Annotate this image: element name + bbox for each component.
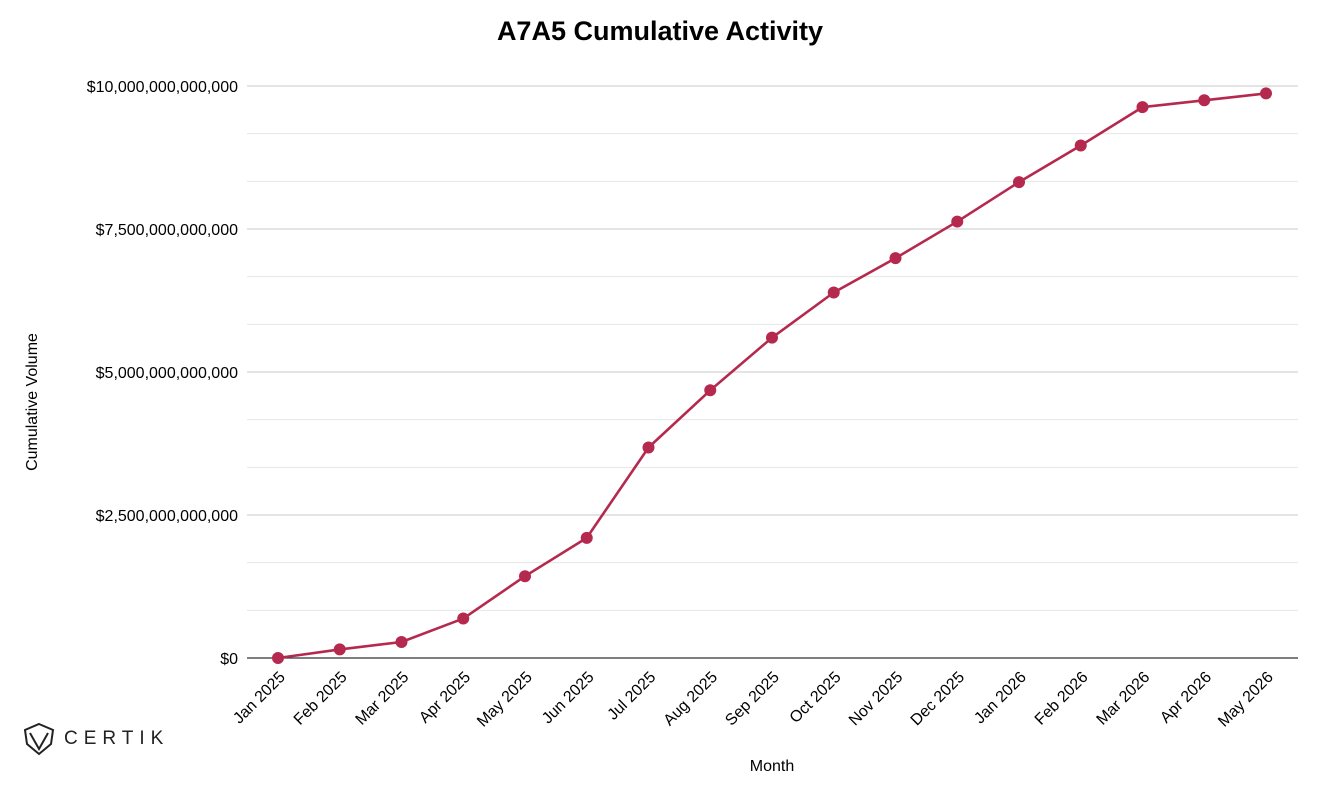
chart-title: A7A5 Cumulative Activity — [496, 16, 824, 46]
data-point — [519, 570, 531, 583]
x-tick-label: Jan 2025 — [230, 669, 289, 728]
x-tick-label: Feb 2026 — [1032, 669, 1092, 729]
y-axis-title: Cumulative Volume — [24, 333, 41, 471]
x-tick-label: May 2025 — [474, 669, 536, 731]
x-tick-label: Sep 2025 — [722, 669, 783, 730]
certik-shield-icon — [23, 722, 55, 756]
x-tick-label: Mar 2026 — [1094, 669, 1154, 729]
x-tick-label: May 2026 — [1215, 669, 1277, 731]
x-axis-title: Month — [750, 758, 794, 775]
data-point — [1198, 94, 1211, 107]
y-tick-label: $2,500,000,000,000 — [96, 508, 238, 525]
data-point — [766, 331, 778, 344]
data-point — [1013, 176, 1025, 189]
x-tick-label: Feb 2025 — [291, 669, 351, 729]
x-tick-label: Oct 2025 — [787, 669, 845, 727]
x-tick-label: Apr 2026 — [1157, 669, 1215, 727]
data-point — [827, 286, 840, 299]
series-line — [277, 92, 1267, 660]
y-tick-label: $5,000,000,000,000 — [96, 365, 238, 382]
y-tick-label: $0 — [220, 651, 238, 668]
y-tick-label: $7,500,000,000,000 — [96, 222, 238, 239]
data-point — [272, 652, 284, 664]
x-tick-label: Dec 2025 — [908, 669, 969, 730]
certik-logo: CERTIK — [22, 722, 169, 756]
data-point — [951, 215, 964, 228]
data-point — [704, 384, 717, 397]
data-point — [333, 643, 346, 656]
data-point — [1260, 87, 1272, 100]
certik-logo-text: CERTIK — [64, 728, 170, 749]
x-tick-label: Mar 2025 — [353, 669, 413, 729]
data-point — [642, 441, 655, 454]
x-tick-label: Apr 2025 — [416, 669, 474, 727]
x-tick-label: Nov 2025 — [846, 669, 907, 730]
data-point — [580, 531, 593, 544]
data-point — [457, 612, 470, 625]
x-tick-label: Aug 2025 — [661, 669, 722, 730]
data-point — [889, 252, 902, 265]
y-tick-label: $10,000,000,000,000 — [87, 79, 238, 96]
data-point — [395, 635, 408, 648]
x-tick-label: Jun 2025 — [539, 669, 598, 728]
x-tick-label: Jul 2025 — [605, 669, 660, 724]
data-point — [1136, 101, 1149, 114]
data-point — [1074, 139, 1087, 152]
x-tick-label: Jan 2026 — [971, 669, 1030, 728]
